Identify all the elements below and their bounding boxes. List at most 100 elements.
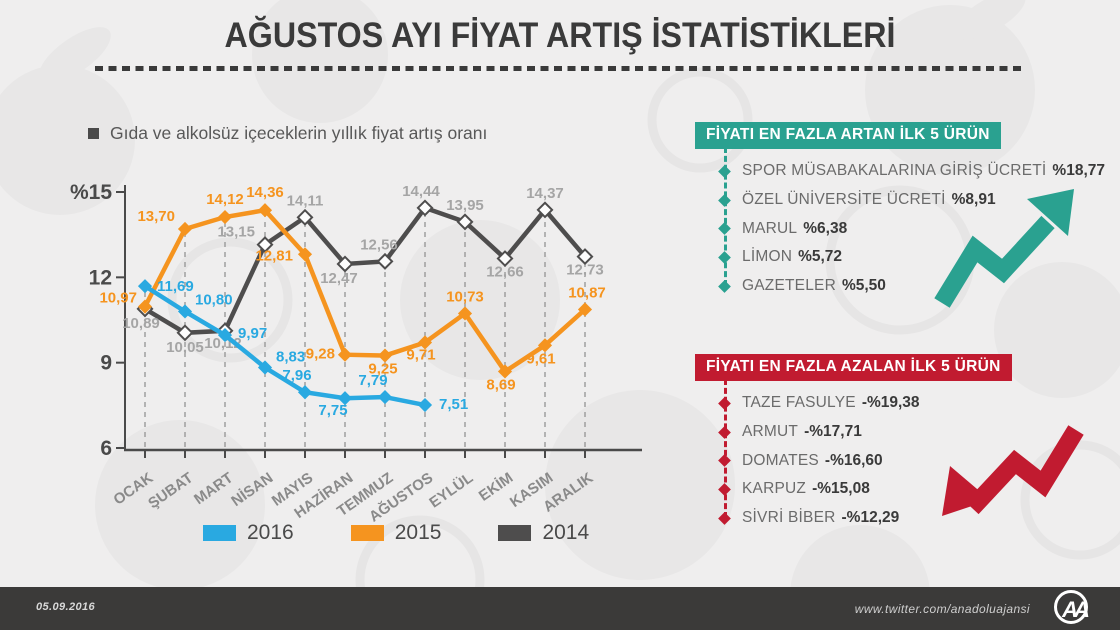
svg-text:8,83: 8,83: [276, 349, 305, 366]
legend-swatch-2015: [350, 525, 384, 541]
item-name: TAZE FASULYE: [742, 394, 856, 412]
list-item: MARUL %6,38: [695, 214, 1055, 243]
chart-subtitle: Gıda ve alkolsüz içeceklerin yıllık fiya…: [110, 123, 488, 143]
legend-item-2015: 2015: [350, 521, 442, 545]
item-value: %18,77: [1052, 162, 1105, 180]
svg-text:7,79: 7,79: [358, 372, 387, 389]
svg-text:14,37: 14,37: [526, 185, 564, 202]
list-item: DOMATES -%16,60: [695, 446, 1055, 475]
publication-date: 05.09.2016: [36, 601, 96, 613]
list-item: LİMON %5,72: [695, 243, 1055, 272]
downward-trend-arrow-icon: [942, 425, 1084, 516]
svg-text:12,47: 12,47: [320, 270, 358, 287]
list-item: TAZE FASULYE -%19,38: [695, 389, 1055, 418]
svg-text:14,36: 14,36: [246, 184, 284, 201]
square-bullet-icon: [88, 128, 99, 139]
svg-text:9: 9: [100, 352, 112, 375]
svg-text:12,56: 12,56: [360, 236, 398, 253]
top-decreased-panel: FİYATI EN FAZLA AZALAN İLK 5 ÜRÜN TAZE F…: [695, 354, 1055, 532]
svg-text:7,51: 7,51: [439, 396, 468, 413]
item-name: LİMON: [742, 248, 793, 266]
svg-text:14,44: 14,44: [402, 183, 440, 200]
diamond-bullet-icon: [718, 222, 731, 236]
top-increased-panel: FİYATI EN FAZLA ARTAN İLK 5 ÜRÜN SPOR MÜ…: [695, 122, 1105, 300]
item-value: %5,50: [841, 277, 886, 295]
logo-circle: [1054, 590, 1088, 624]
diamond-bullet-icon: [718, 396, 731, 410]
legend-label-2015: 2015: [394, 521, 442, 544]
diamond-bullet-icon: [718, 425, 731, 439]
diamond-bullet-icon: [718, 164, 731, 178]
svg-text:14,11: 14,11: [287, 192, 324, 209]
top-increased-header: FİYATI EN FAZLA ARTAN İLK 5 ÜRÜN: [695, 122, 1001, 149]
diamond-bullet-icon: [718, 193, 731, 207]
top-decreased-header: FİYATI EN FAZLA AZALAN İLK 5 ÜRÜN: [695, 354, 1012, 381]
svg-text:9,28: 9,28: [306, 346, 335, 363]
page-title: AĞUSTOS AYI FİYAT ARTIŞ İSTATİSTİKLERİ: [224, 16, 896, 55]
svg-text:9,97: 9,97: [238, 325, 267, 342]
svg-text:NİSAN: NİSAN: [228, 469, 276, 510]
item-value: %8,91: [951, 191, 996, 209]
item-name: ÖZEL ÜNİVERSİTE ÜCRETİ: [742, 191, 946, 209]
top-increased-list: SPOR MÜSABAKALARINA GİRİŞ ÜCRETİ %18,77 …: [695, 147, 1105, 300]
svg-text:10,80: 10,80: [195, 291, 233, 308]
svg-text:14,12: 14,12: [206, 191, 244, 208]
svg-text:7,75: 7,75: [318, 402, 347, 419]
svg-text:10,97: 10,97: [99, 290, 137, 307]
diamond-bullet-icon: [718, 454, 731, 468]
item-value: -%15,08: [812, 480, 870, 498]
svg-text:12,81: 12,81: [255, 247, 293, 264]
item-name: SPOR MÜSABAKALARINA GİRİŞ ÜCRETİ: [742, 162, 1047, 180]
item-name: ARMUT: [742, 423, 799, 441]
dashed-connector-line: [724, 379, 727, 518]
chart-subtitle-row: Gıda ve alkolsüz içeceklerin yıllık fiya…: [88, 123, 487, 144]
item-name: MARUL: [742, 219, 798, 237]
svg-text:9,71: 9,71: [406, 346, 435, 363]
legend-swatch-2014: [498, 525, 532, 541]
svg-text:10,73: 10,73: [446, 288, 484, 305]
list-item: KARPUZ -%15,08: [695, 475, 1055, 504]
chart-legend: 2016 2015 2014: [203, 521, 646, 545]
svg-text:13,15: 13,15: [217, 224, 255, 241]
item-value: -%12,29: [841, 509, 900, 527]
list-item: ARMUT -%17,71: [695, 418, 1055, 447]
item-value: -%16,60: [824, 451, 883, 469]
diamond-bullet-icon: [718, 511, 731, 525]
dashed-connector-line: [724, 147, 727, 286]
diamond-bullet-icon: [718, 279, 731, 293]
svg-text:12,66: 12,66: [486, 264, 524, 281]
item-value: -%19,38: [861, 394, 920, 412]
item-value: %5,72: [798, 248, 843, 266]
legend-label-2014: 2014: [542, 521, 590, 544]
svg-text:ŞUBAT: ŞUBAT: [145, 469, 196, 512]
diamond-bullet-icon: [718, 251, 731, 264]
list-item: SİVRİ BİBER -%12,29: [695, 504, 1055, 533]
svg-text:MART: MART: [191, 469, 236, 508]
svg-text:9,25: 9,25: [368, 361, 397, 378]
svg-text:6: 6: [100, 437, 112, 460]
price-increase-line-chart: %151296OCAKŞUBATMARTNİSANMAYISHAZİRANTEM…: [70, 181, 642, 526]
svg-text:10,05: 10,05: [166, 339, 204, 356]
svg-text:12: 12: [89, 266, 112, 289]
legend-item-2016: 2016: [203, 521, 294, 545]
svg-text:EYLÜL: EYLÜL: [426, 469, 476, 511]
item-name: DOMATES: [742, 451, 819, 469]
logo-letters: AA: [1062, 597, 1090, 622]
list-item: ÖZEL ÜNİVERSİTE ÜCRETİ %8,91: [695, 186, 1055, 215]
legend-swatch-2016: [203, 525, 236, 541]
svg-text:8,69: 8,69: [486, 376, 515, 393]
footer-bar: 05.09.2016 www.twitter.com/anadoluajansi…: [0, 587, 1120, 630]
diamond-bullet-icon: [718, 483, 731, 496]
svg-text:9,61: 9,61: [526, 350, 555, 367]
svg-text:10,87: 10,87: [568, 284, 606, 301]
item-name: GAZETELER: [742, 277, 836, 295]
anadolu-agency-logo: AA: [1054, 590, 1094, 630]
item-value: %6,38: [803, 219, 848, 237]
title-dashed-divider: [95, 66, 1025, 71]
item-name: KARPUZ: [742, 480, 807, 498]
list-item: SPOR MÜSABAKALARINA GİRİŞ ÜCRETİ %18,77: [695, 157, 1105, 186]
item-value: -%17,71: [804, 423, 862, 441]
item-name: SİVRİ BİBER: [742, 509, 836, 527]
svg-text:12,73: 12,73: [566, 262, 604, 279]
